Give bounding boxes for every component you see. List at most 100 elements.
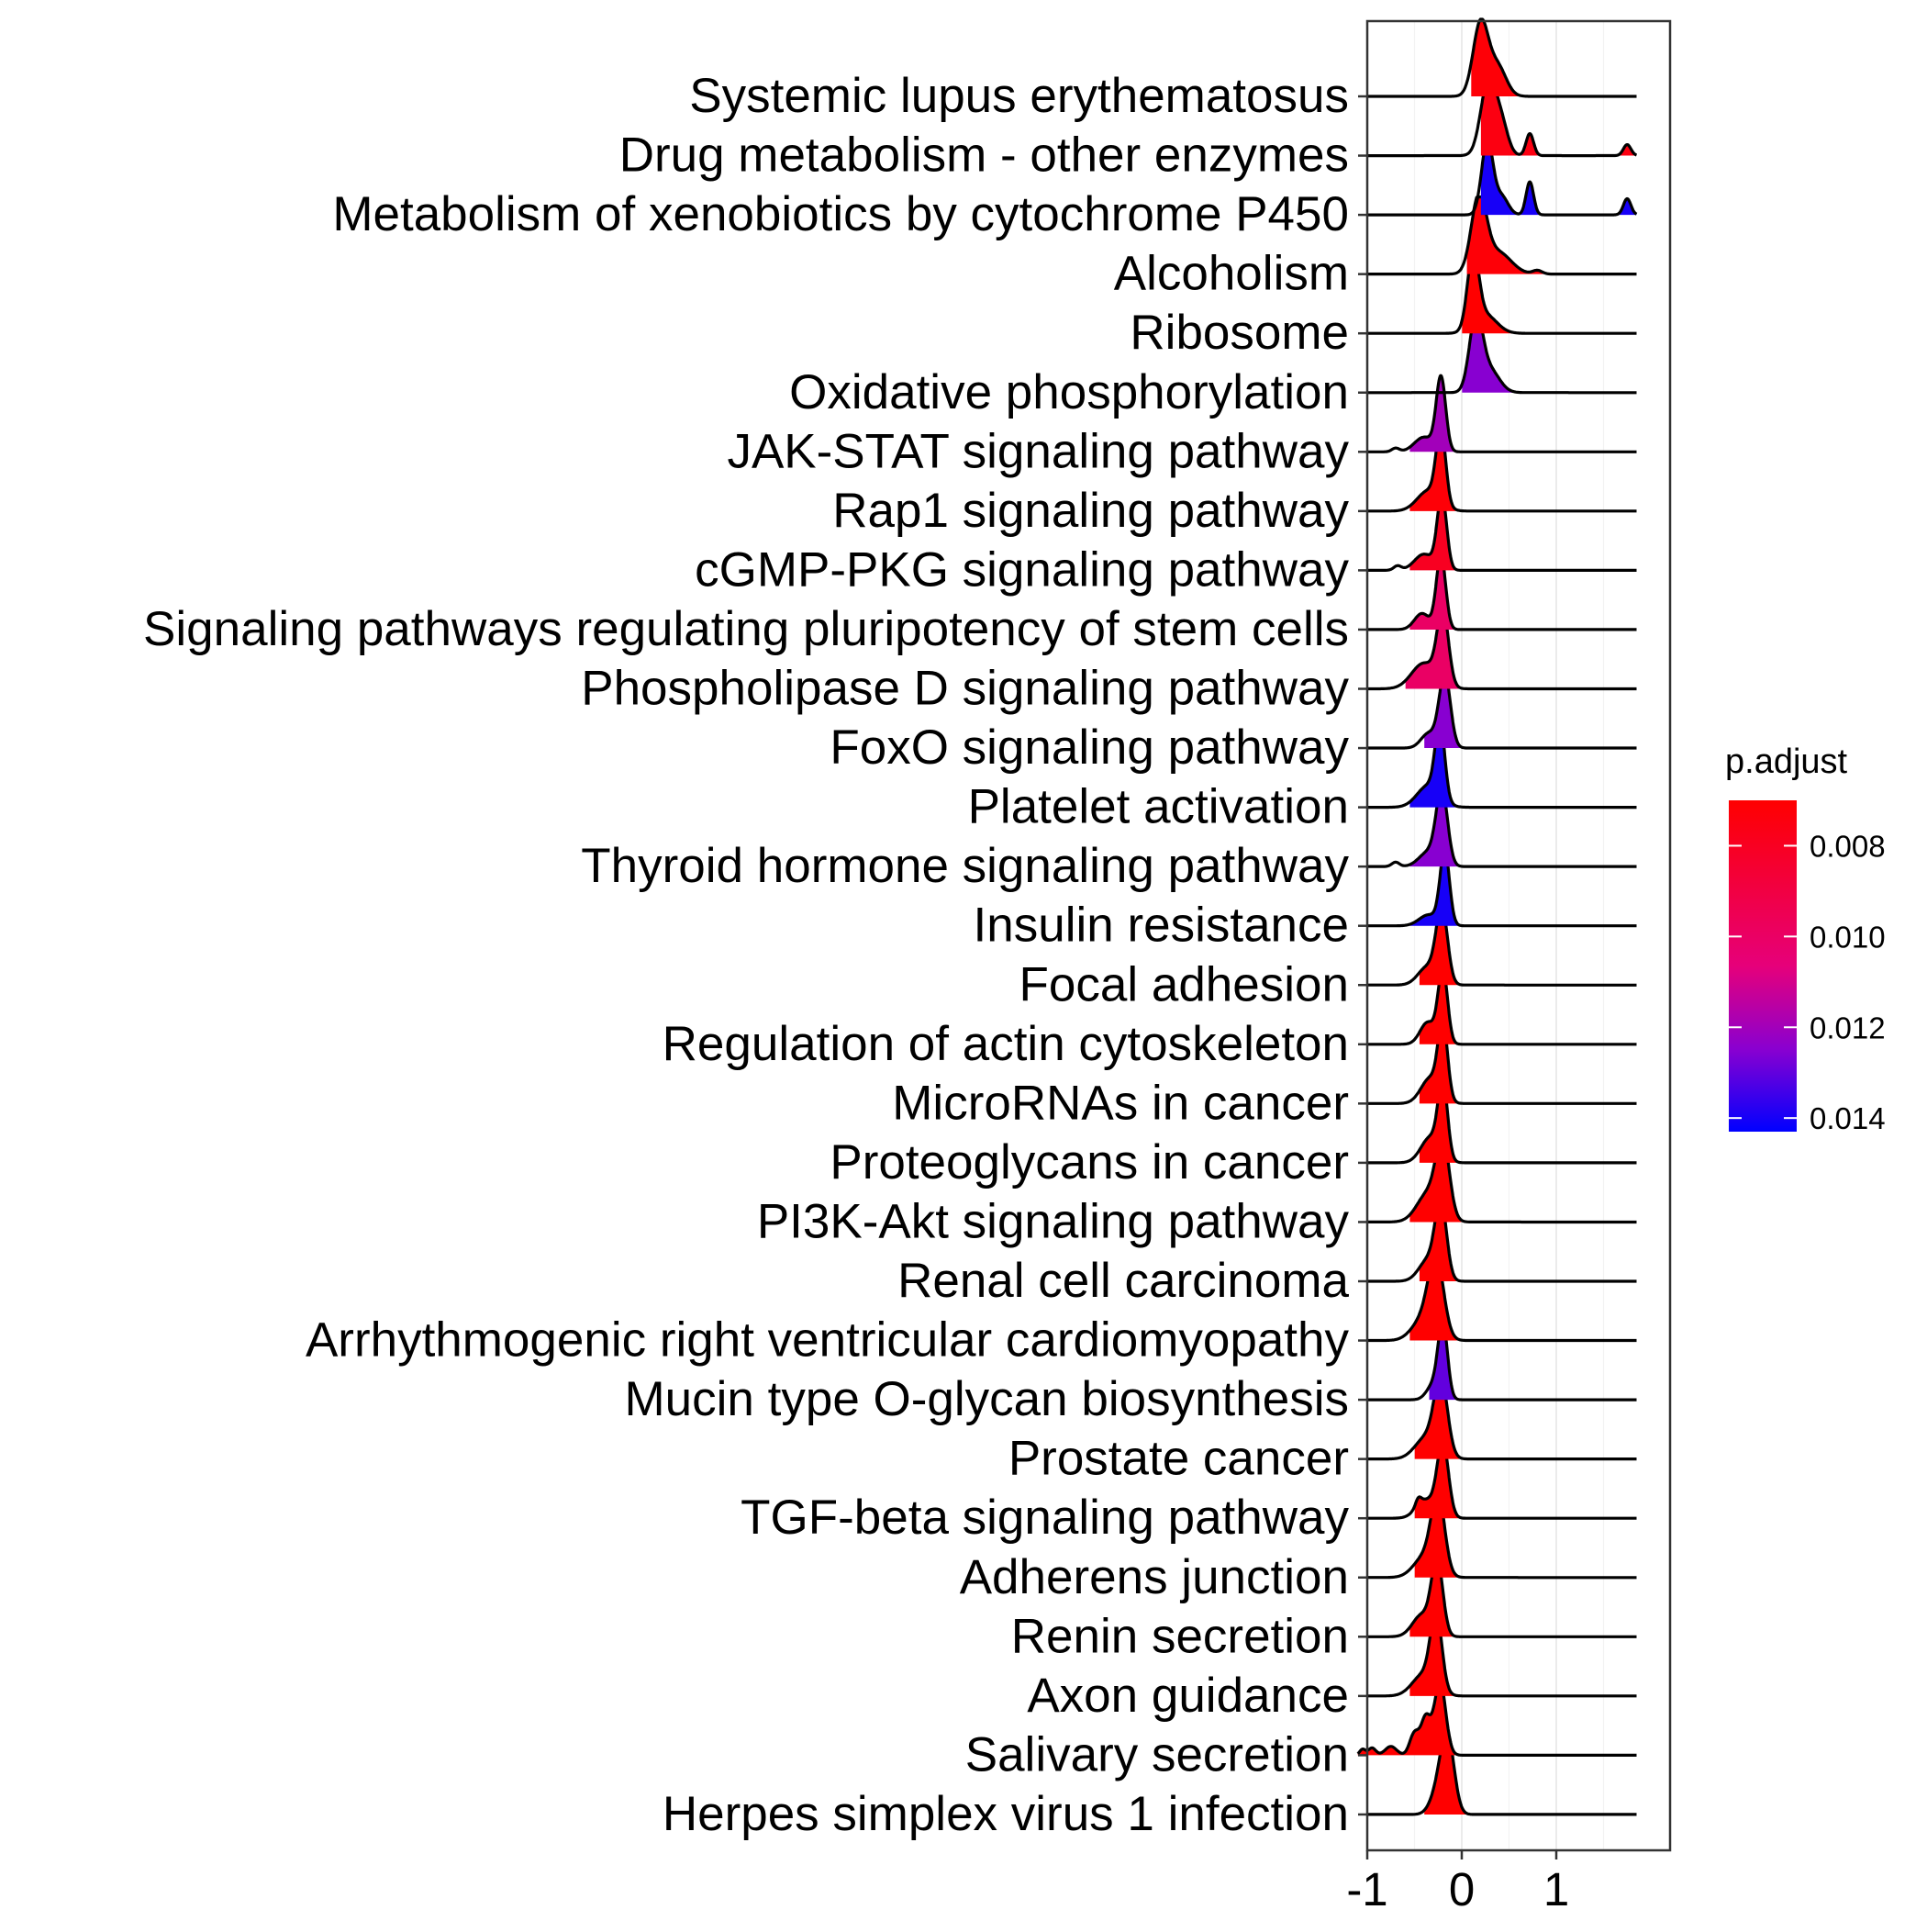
ridge (1366, 1380, 1638, 1461)
y-tick-label: TGF-beta signaling pathway (741, 1491, 1349, 1545)
y-tick-label: Mucin type O-glycan biosynthesis (625, 1372, 1349, 1426)
ridge-outline (1366, 906, 1638, 987)
y-tick-label: Ribosome (1130, 306, 1349, 360)
ridge (1366, 553, 1638, 631)
ridge-outline (1366, 138, 1638, 217)
ridge-outline (1366, 374, 1638, 453)
ridge-fill (1429, 1323, 1462, 1401)
ridge-outline (1366, 1499, 1638, 1580)
y-tick-label: MicroRNAs in cancer (892, 1076, 1349, 1130)
ridge (1366, 1439, 1638, 1520)
ridge-outline (1366, 1439, 1638, 1520)
y-tick-label: Metabolism of xenobiotics by cytochrome … (332, 187, 1349, 241)
ridge-outline (1366, 195, 1638, 276)
ridge-outline (1366, 1736, 1638, 1816)
ridge-fill (1409, 1618, 1462, 1696)
ridge-fill (1424, 1737, 1466, 1815)
ridge-outline (1366, 1617, 1638, 1698)
ridge-fill (1414, 1500, 1462, 1578)
ridge-outline (1366, 1261, 1638, 1343)
y-tick-label: Insulin resistance (974, 899, 1349, 953)
legend-title: p.adjust (1725, 743, 1848, 781)
ridge-outline (1366, 492, 1638, 572)
y-tick-label: Proteoglycans in cancer (830, 1135, 1349, 1189)
y-tick-label: Systemic lupus erythematosus (689, 69, 1349, 123)
ridge-outline (1366, 1024, 1638, 1105)
ridge-outline (1366, 1321, 1638, 1402)
ridge (1366, 1084, 1638, 1165)
ridge-outline (1366, 1558, 1638, 1638)
ridge (1366, 729, 1638, 810)
ridge-fill (1462, 315, 1514, 393)
y-tick-label: Arrhythmogenic right ventricular cardiom… (306, 1313, 1350, 1368)
ridge (1356, 1680, 1638, 1757)
ridge-outline (1366, 1202, 1638, 1283)
ridge-fill (1419, 967, 1462, 1044)
ridge-outline (1366, 314, 1638, 395)
ridge (1366, 906, 1638, 987)
ridge-outline (1366, 966, 1638, 1046)
y-tick-label: Renal cell carcinoma (897, 1254, 1349, 1308)
ridge-fill (1419, 1204, 1462, 1281)
legend-tick-label: 0.014 (1810, 1101, 1886, 1135)
ridge-fill (1409, 1145, 1462, 1223)
ridge-fill (1462, 256, 1514, 334)
ridge-outline (1366, 432, 1638, 513)
ridges (1356, 17, 1638, 1816)
x-axis: -1 0 1 (1346, 1850, 1569, 1915)
legend-tick-label: 0.008 (1810, 829, 1886, 863)
y-tick-label: PI3K-Akt signaling pathway (757, 1194, 1350, 1248)
ridge (1366, 1617, 1638, 1698)
y-tick-label: Phospholipase D signaling pathway (581, 662, 1349, 716)
y-tick-label: Focal adhesion (1019, 957, 1349, 1011)
ridge (1366, 1558, 1638, 1638)
panel-background (1367, 21, 1670, 1850)
y-tick-label: Prostate cancer (1008, 1432, 1349, 1486)
ridge (1366, 787, 1638, 868)
ridge-fill (1466, 196, 1556, 274)
ridge-fill (1480, 78, 1637, 156)
y-tick-label: Platelet activation (968, 780, 1349, 834)
colorbar-legend: p.adjust 0.008 0.010 0.012 0.014 (1725, 743, 1886, 1135)
legend-ticks: 0.008 0.010 0.012 0.014 (1729, 829, 1886, 1135)
y-tick-label: Axon guidance (1027, 1669, 1349, 1723)
ridge (1366, 254, 1638, 335)
ridge (1366, 1143, 1638, 1224)
y-tick-label: FoxO signaling pathway (830, 720, 1349, 775)
ridge-outline (1366, 787, 1638, 868)
ridge-outline (1366, 1084, 1638, 1165)
ridge (1366, 1024, 1638, 1105)
y-tick-label: Thyroid hormone signaling pathway (581, 839, 1349, 893)
ridge (1366, 77, 1638, 158)
ridge (1366, 848, 1638, 928)
ridge (1366, 1736, 1638, 1816)
ridge-fill (1480, 140, 1637, 216)
x-tick-label: 0 (1449, 1863, 1475, 1915)
ridge-fill (1409, 849, 1462, 926)
ridge-fill (1424, 673, 1462, 749)
y-tick-label: Adherens junction (960, 1550, 1349, 1604)
ridge (1366, 671, 1638, 750)
ridge-outline (1366, 848, 1638, 928)
ridge-outline (1366, 17, 1638, 98)
ridge-fill (1414, 1381, 1462, 1459)
ridge (1366, 17, 1638, 98)
ridge-outline (1366, 1380, 1638, 1461)
ridge (1366, 432, 1638, 513)
ridge (1366, 314, 1638, 395)
ridge-outline (1366, 254, 1638, 335)
y-tick-label: Oxidative phosphorylation (789, 365, 1349, 419)
y-tick-label: JAK-STAT signaling pathway (727, 424, 1349, 478)
y-tick-label: Signaling pathways regulating pluripoten… (143, 602, 1349, 656)
y-tick-label: Salivary secretion (965, 1727, 1349, 1781)
y-tick-label: cGMP-PKG signaling pathway (695, 542, 1349, 597)
y-tick-label: Alcoholism (1114, 247, 1349, 301)
y-tick-label: Regulation of actin cytoskeleton (663, 1017, 1349, 1071)
ridge-outline (1366, 1143, 1638, 1224)
panel-border (1365, 19, 1672, 1852)
ridge-fill (1405, 611, 1462, 689)
ridge (1366, 138, 1638, 217)
ridge (1366, 966, 1638, 1046)
